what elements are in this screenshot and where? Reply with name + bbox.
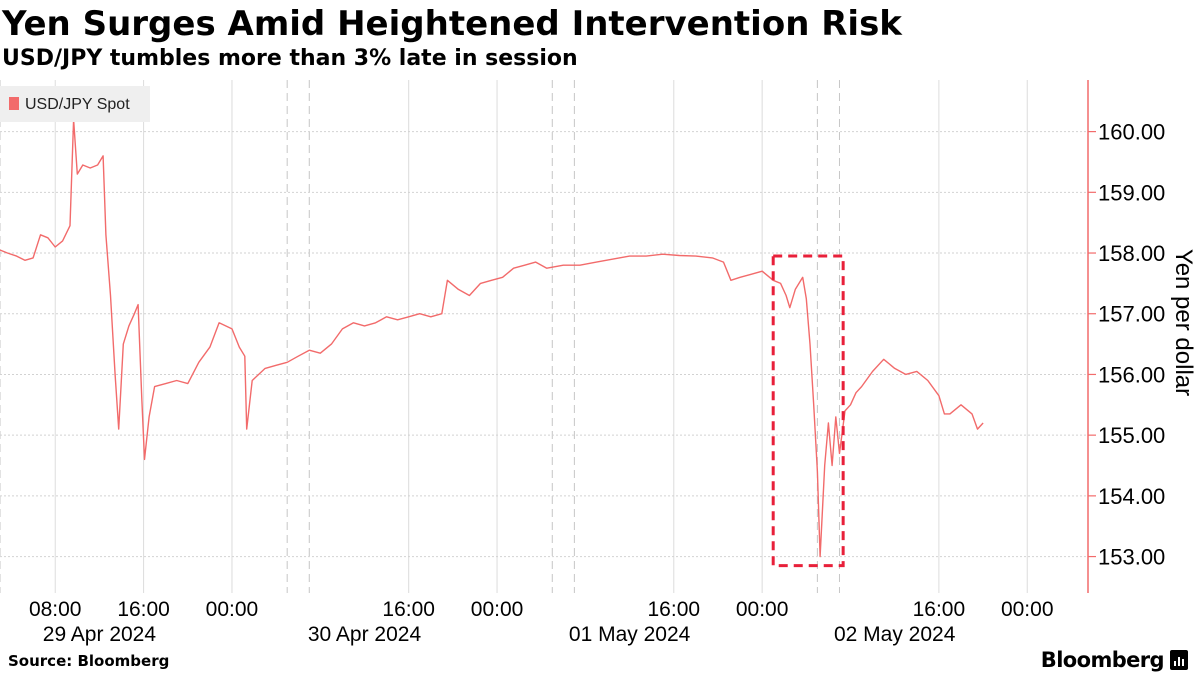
y-tick-label: 156.00 [1098, 362, 1165, 387]
chart-legend: USD/JPY Spot [0, 86, 150, 122]
y-tick-label: 158.00 [1098, 241, 1165, 266]
series-line [0, 118, 984, 558]
y-axis-label: Yen per dollar [1170, 249, 1197, 396]
x-tick-label: 00:00 [206, 598, 259, 621]
x-tick-label: 16:00 [648, 598, 701, 621]
x-tick-label: 08:00 [29, 598, 82, 621]
y-tick-label: 159.00 [1098, 180, 1165, 205]
y-tick-label: 153.00 [1098, 545, 1165, 570]
chart-subtitle: USD/JPY tumbles more than 3% late in ses… [2, 46, 578, 71]
x-tick-label: 00:00 [736, 598, 789, 621]
x-tick-label: 16:00 [117, 598, 170, 621]
y-tick-label: 157.00 [1098, 302, 1165, 327]
legend-box [0, 86, 150, 122]
x-tick-label: 00:00 [1001, 598, 1054, 621]
chart-series-lines [0, 118, 984, 558]
chart-annotations [771, 254, 845, 568]
legend-label: USD/JPY Spot [25, 96, 130, 113]
x-tick-label: 16:00 [382, 598, 435, 621]
chart-horizontal-gridlines [0, 131, 1088, 558]
y-tick-label: 155.00 [1098, 423, 1165, 448]
brand-logo: Bloomberg [1041, 646, 1188, 674]
x-date-label: 01 May 2024 [569, 623, 691, 646]
legend-swatch [9, 97, 19, 110]
chart-vertical-gridlines [0, 80, 1028, 593]
brand-name: Bloomberg [1040, 648, 1165, 672]
y-axis: 153.00 154.00 155.00 156.00 157.00 158.00 159.… [1087, 80, 1197, 593]
x-date-label: 30 Apr 2024 [308, 623, 422, 646]
x-date-label: 29 Apr 2024 [43, 623, 157, 646]
x-tick-label: 00:00 [471, 598, 524, 621]
source-note: Source: Bloomberg [8, 652, 170, 670]
x-axis: 08:00 16:00 00:00 16:00 00:00 16:00 00:00 16:00… [29, 598, 1054, 646]
chart-title: Yen Surges Amid Heightened Intervention … [2, 4, 902, 44]
y-tick-label: 160.00 [1098, 120, 1165, 145]
x-tick-label: 16:00 [913, 598, 966, 621]
highlight-box [771, 254, 845, 568]
bloomberg-terminal-icon [1170, 650, 1188, 670]
x-date-label: 02 May 2024 [834, 623, 956, 646]
y-tick-label: 154.00 [1098, 484, 1165, 509]
